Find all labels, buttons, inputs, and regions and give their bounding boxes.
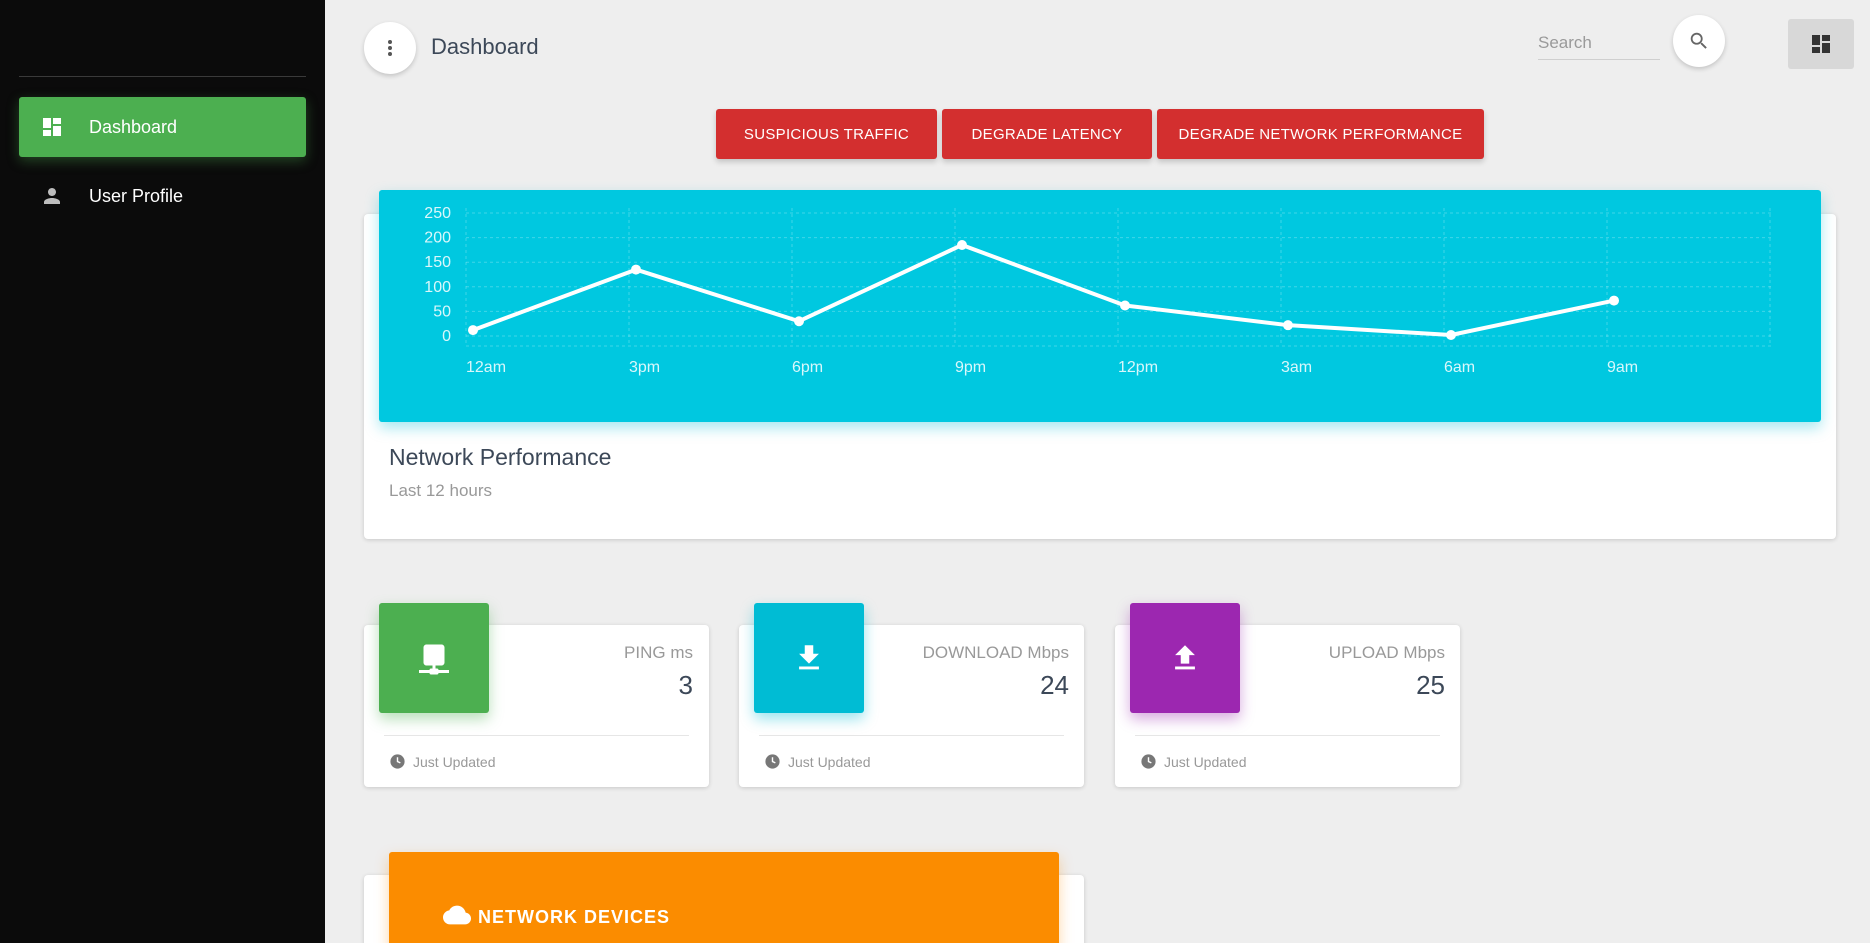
degrade-network-performance-button[interactable]: DEGRADE NETWORK PERFORMANCE [1157,109,1484,159]
stat-label: UPLOAD Mbps [1328,643,1445,662]
search-icon [1690,32,1707,49]
dashboard-toggle-button[interactable] [1788,19,1854,69]
data-point [631,264,641,275]
page-title: Dashboard [431,34,539,59]
search-input[interactable] [1538,26,1660,59]
cloud-icon [443,905,471,925]
x-tick-label: 9am [1607,359,1638,376]
stat-value: 24 [1040,670,1069,700]
data-point [1120,300,1130,311]
stat-footer: Just Updated [1140,753,1247,770]
upload-icon-tile [1130,603,1240,713]
data-point [1446,330,1456,341]
sidebar: Dashboard User Profile [0,0,325,943]
stat-footer-text: Just Updated [788,753,871,770]
data-point [794,316,804,327]
clock-icon [765,754,780,769]
x-tick-label: 12am [466,359,506,376]
stat-value: 3 [678,670,693,700]
network-devices-header [389,852,1059,943]
y-tick-label: 0 [442,328,451,345]
sidebar-item-dashboard[interactable]: Dashboard [19,97,306,157]
sidebar-item-user-profile[interactable]: User Profile [19,166,306,226]
x-tick-label: 6pm [792,359,823,376]
y-tick-label: 50 [433,303,451,320]
chart-card-subtitle: Last 12 hours [389,481,493,500]
data-point [1609,295,1619,306]
x-tick-label: 3am [1281,359,1312,376]
stat-footer: Just Updated [389,753,496,770]
stat-divider [759,735,1064,736]
stat-label: DOWNLOAD Mbps [922,643,1069,662]
data-point [468,325,478,336]
network-icon-tile [379,603,489,713]
data-point [1283,320,1293,331]
dashboard-icon [37,112,67,142]
line-chart: 0 50 100 150 200 250 12am 3pm 6pm 9pm 12pm 3am 6am 9a… [424,205,1771,376]
stat-divider [384,735,689,736]
sidebar-divider [19,76,306,77]
dashboard-icon [1812,35,1830,53]
network-devices-title: NETWORK DEVICES [478,907,671,927]
download-icon-tile [754,603,864,713]
network-performance-chart: 0 50 100 150 200 250 12am 3pm 6pm 9pm 12pm 3am 6am 9a… [379,190,1821,422]
stat-label: PING ms [624,643,693,662]
person-icon [37,181,67,211]
suspicious-traffic-button[interactable]: SUSPICIOUS TRAFFIC [716,109,937,159]
more-vert-icon [388,40,392,56]
download-icon [799,645,819,670]
more-menu-button[interactable] [364,22,416,74]
clock-icon [1141,754,1156,769]
upload-icon [1175,645,1195,670]
data-point [957,239,967,250]
y-tick-label: 150 [424,254,451,271]
stat-footer-text: Just Updated [413,753,496,770]
x-tick-label: 9pm [955,359,986,376]
stat-value: 25 [1416,670,1445,700]
y-tick-label: 200 [424,230,451,247]
x-tick-label: 12pm [1118,359,1158,376]
x-tick-label: 6am [1444,359,1475,376]
sidebar-item-label: Dashboard [89,116,178,137]
y-tick-label: 100 [424,279,451,296]
stat-divider [1135,735,1440,736]
degrade-latency-button[interactable]: DEGRADE LATENCY [942,109,1152,159]
stat-footer: Just Updated [764,753,871,770]
clock-icon [390,754,405,769]
network-icon [419,644,449,675]
x-tick-label: 3pm [629,359,660,376]
chart-card-title: Network Performance [389,444,612,470]
series-line [472,242,1615,338]
search-button[interactable] [1673,15,1725,67]
stat-footer-text: Just Updated [1164,753,1247,770]
search-field [1538,26,1660,60]
y-tick-label: 250 [424,205,451,222]
sidebar-item-label: User Profile [89,185,184,206]
